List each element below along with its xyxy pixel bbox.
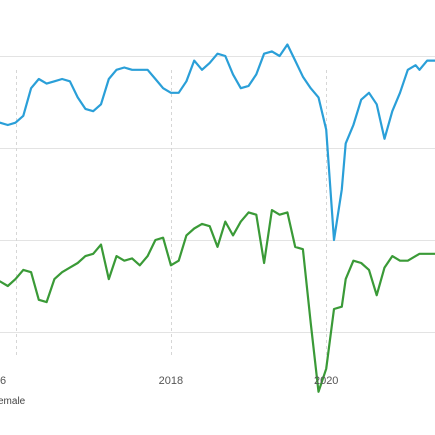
x-axis-ticks: 6 2018 2020 <box>0 375 338 387</box>
legend: emale <box>0 396 26 407</box>
series-lines <box>0 43 435 393</box>
legend-entry-label: emale <box>0 396 26 407</box>
grid-lines <box>0 56 435 356</box>
series-line-1 <box>0 43 435 242</box>
series-line-2 <box>0 209 435 393</box>
x-tick-label: 6 <box>0 375 6 387</box>
x-tick-label: 2018 <box>159 375 183 387</box>
x-tick-label: 2020 <box>314 375 338 387</box>
